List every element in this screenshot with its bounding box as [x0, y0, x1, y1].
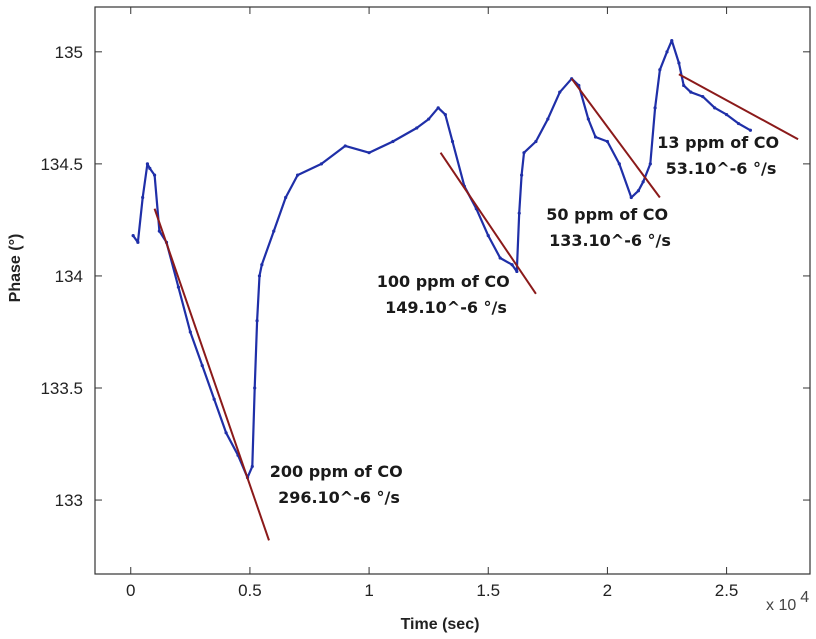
annotation-200ppm-line2: 296.10^-6 °/s [278, 488, 400, 507]
annotation-200ppm: 200 ppm of CO 296.10^-6 °/s [270, 462, 409, 507]
annotation-50ppm-line2: 133.10^-6 °/s [549, 231, 671, 250]
y-tick-label: 133 [55, 491, 83, 510]
phase-data-point [658, 68, 662, 72]
x-tick-label: 1 [364, 581, 373, 600]
annotation-13ppm-line1: 13 ppm of CO [657, 133, 779, 152]
phase-data-point [748, 128, 753, 132]
x-tick-label: 2.5 [715, 581, 739, 600]
phase-data-point [593, 135, 598, 139]
phase-data-point [670, 39, 674, 43]
y-tick-label: 134.5 [40, 155, 83, 174]
phase-data-point [498, 256, 502, 260]
phase-data-point [427, 117, 431, 121]
x-multiplier: x 10 4 [766, 589, 809, 614]
phase-data-point [257, 274, 262, 278]
phase-data-point [546, 117, 550, 121]
fit-line [678, 73, 799, 141]
phase-data-point [188, 330, 192, 334]
x-multiplier-exponent: 4 [800, 589, 809, 606]
phase-data-point [689, 90, 693, 94]
phase-data-point [517, 211, 521, 215]
x-multiplier-base: x 10 [766, 597, 796, 614]
phase-data-point [653, 106, 657, 110]
phase-data-point [534, 139, 538, 144]
annotation-13ppm: 13 ppm of CO 53.10^-6 °/s [657, 133, 784, 178]
phase-data-point [391, 139, 395, 144]
phase-data-point [510, 263, 514, 267]
phase-data-point [701, 95, 705, 99]
phase-data-point [272, 229, 276, 233]
phase-data-point [224, 431, 228, 435]
phase-data-point [367, 151, 371, 155]
annotation-50ppm-line1: 50 ppm of CO [546, 205, 668, 224]
phase-data-point [152, 173, 157, 177]
phase-data-point [141, 195, 145, 200]
fit-line [570, 78, 661, 199]
plot-area [94, 6, 811, 575]
phase-data-point [145, 162, 150, 166]
phase-data-point [295, 173, 300, 177]
phase-data-point [200, 363, 204, 368]
phase-data-point [520, 173, 524, 177]
phase-data-point [617, 162, 621, 166]
phase-data-point [641, 180, 645, 184]
fit-line [439, 152, 537, 295]
x-tick-label: 2 [603, 581, 612, 600]
x-tick-label: 0 [126, 581, 135, 600]
phase-data-point [284, 195, 288, 200]
phase-data-point [157, 229, 161, 233]
x-tick-label: 1.5 [476, 581, 500, 600]
phase-data-point [558, 90, 562, 94]
phase-data-point [522, 151, 526, 155]
phase-data-point [682, 83, 686, 88]
phase-data-point [136, 240, 140, 244]
annotation-100ppm: 100 ppm of CO 149.10^-6 °/s [377, 272, 516, 317]
phase-data-point [736, 121, 741, 126]
annotation-13ppm-line2: 53.10^-6 °/s [666, 159, 777, 178]
phase-data-point [253, 386, 257, 390]
annotation-200ppm-line1: 200 ppm of CO [270, 462, 403, 481]
x-tick-label: 0.5 [238, 581, 262, 600]
phase-data-point [148, 166, 152, 170]
phase-data-point [250, 464, 254, 469]
phase-data-point [586, 117, 590, 121]
phase-data-point [260, 263, 264, 267]
phase-data-point [176, 285, 181, 289]
x-axis-label: Time (sec) [401, 616, 480, 633]
phase-data-point [724, 112, 729, 117]
phase-data-point [436, 106, 440, 110]
phase-data-point [319, 162, 324, 166]
y-tick-label: 135 [55, 43, 83, 62]
phase-data-point [677, 61, 681, 65]
phase-data-point [636, 189, 641, 193]
y-tick-label: 134 [55, 267, 83, 286]
phase-data-point [486, 233, 490, 238]
phase-data-point [212, 397, 216, 401]
fit-line [153, 208, 270, 541]
phase-data-point [343, 144, 347, 148]
phase-data-point [515, 269, 519, 274]
phase-data-point [415, 126, 419, 130]
phase-data-point [443, 112, 447, 117]
phase-data-point [131, 233, 135, 238]
annotation-100ppm-line2: 149.10^-6 °/s [385, 298, 507, 317]
annotation-50ppm: 50 ppm of CO 133.10^-6 °/s [546, 205, 673, 250]
phase-data-point [605, 139, 610, 144]
y-axis-label: Phase (°) [7, 234, 24, 303]
phase-data-point [255, 319, 259, 323]
phase-data-point [713, 106, 717, 110]
phase-data-point [450, 139, 455, 144]
annotation-100ppm-line1: 100 ppm of CO [377, 272, 510, 291]
phase-data-point [648, 162, 652, 166]
phase-data-point [665, 50, 669, 54]
y-tick-label: 133.5 [40, 379, 83, 398]
phase-data-point [629, 195, 633, 200]
